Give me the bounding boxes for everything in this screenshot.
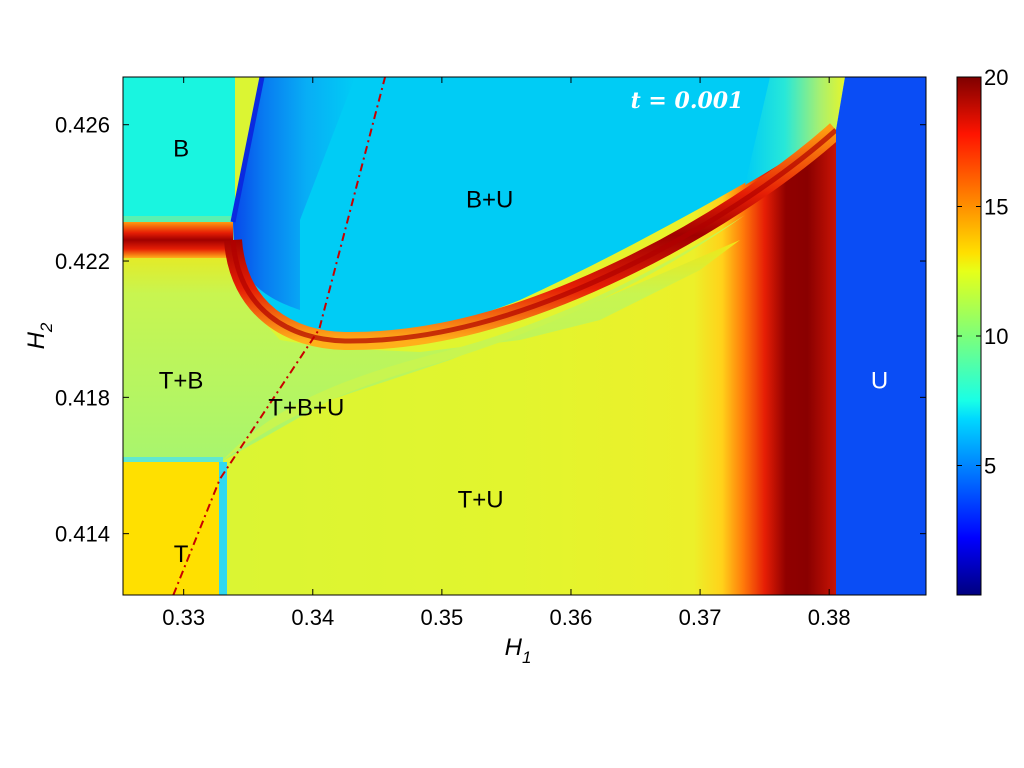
- colorbar-ticks: 5 10 15 20: [957, 65, 1008, 479]
- y-axis-ticks: 0.414 0.418 0.422 0.426: [55, 113, 926, 547]
- colorbar-tick-label: 20: [984, 65, 1008, 90]
- region-label-t: T: [174, 541, 189, 568]
- region-b-plus-u-fill: [233, 77, 845, 339]
- x-tick-label: 0.38: [808, 605, 851, 630]
- y-tick-label: 0.426: [55, 113, 110, 138]
- y-tick-label: 0.422: [55, 249, 110, 274]
- b-plus-u-right-shade: [745, 77, 845, 185]
- region-label-t-plus-b: T+B: [159, 367, 204, 394]
- b-plus-u-edge: [230, 77, 265, 223]
- plot-area: [123, 77, 926, 595]
- x-axis-ticks: 0.33 0.34 0.35 0.36 0.37 0.38: [162, 77, 851, 630]
- y-tick-label: 0.418: [55, 385, 110, 410]
- x-axis-label-main: H: [505, 634, 523, 661]
- dash-dot-line: [172, 76, 387, 596]
- region-label-b: B: [173, 136, 189, 163]
- x-tick-label: 0.33: [162, 605, 205, 630]
- y-axis-label-main: H: [23, 331, 50, 349]
- tb-to-t-boundary-line: [123, 457, 223, 462]
- plot-frame: [122, 76, 927, 596]
- b-boundary-strip: [123, 216, 233, 222]
- region-b-fill: [123, 77, 235, 222]
- region-t-fill: [123, 462, 221, 595]
- region-label-t-plus-b-plus-u: T+B+U: [268, 395, 344, 422]
- y-tick-label: 0.414: [55, 522, 110, 547]
- b-to-tb-transition-band: [123, 222, 233, 258]
- colorbar-tick-label: 10: [984, 324, 1008, 349]
- colorbar-tick-label: 15: [984, 195, 1008, 220]
- y-axis-label: H2: [23, 322, 56, 349]
- x-tick-label: 0.36: [550, 605, 593, 630]
- region-u-fill: [836, 77, 926, 595]
- region-label-t-plus-u: T+U: [458, 487, 504, 514]
- region-label-b-plus-u: B+U: [466, 187, 513, 214]
- b-plus-u-left-shade: [233, 77, 355, 310]
- x-tick-label: 0.35: [420, 605, 463, 630]
- region-label-u: U: [871, 367, 888, 394]
- x-axis-label-sub: 1: [522, 648, 531, 667]
- region-t-plus-b-fill: [123, 222, 740, 462]
- t-boundary-strip: [219, 462, 227, 595]
- time-annotation: t = 0.001: [631, 88, 744, 114]
- x-axis-label: H1: [505, 634, 532, 667]
- x-tick-label: 0.37: [679, 605, 722, 630]
- region-labels: B B+U T+B T+B+U T+U T U: [159, 136, 888, 569]
- x-tick-label: 0.34: [291, 605, 334, 630]
- y-axis-label-sub: 2: [37, 322, 56, 333]
- colorbar-tick-label: 5: [984, 454, 996, 479]
- curved-transition-band-core: [230, 128, 838, 344]
